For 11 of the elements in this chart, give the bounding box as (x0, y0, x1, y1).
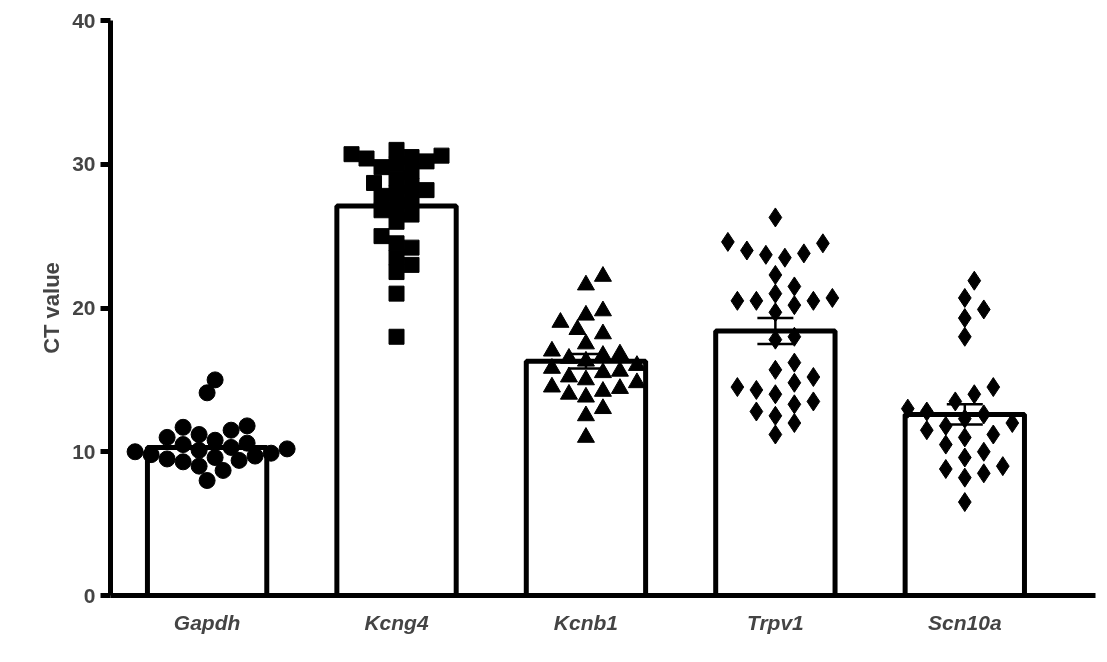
x-tick-label: Kcng4 (364, 610, 429, 634)
y-axis-title: CT value (39, 262, 65, 354)
x-tick-label: Trpv1 (746, 610, 804, 634)
x-tick-label: Gapdh (173, 610, 241, 634)
y-tick-label: 0 (83, 583, 96, 607)
x-tick-label: Kcnb1 (553, 610, 619, 634)
y-tick-label: 30 (72, 152, 96, 176)
y-tick-label: 10 (72, 439, 96, 463)
y-tick-label: 40 (72, 8, 96, 32)
x-tick-label: Scn10a (928, 610, 1002, 634)
y-tick-label: 20 (72, 296, 96, 319)
